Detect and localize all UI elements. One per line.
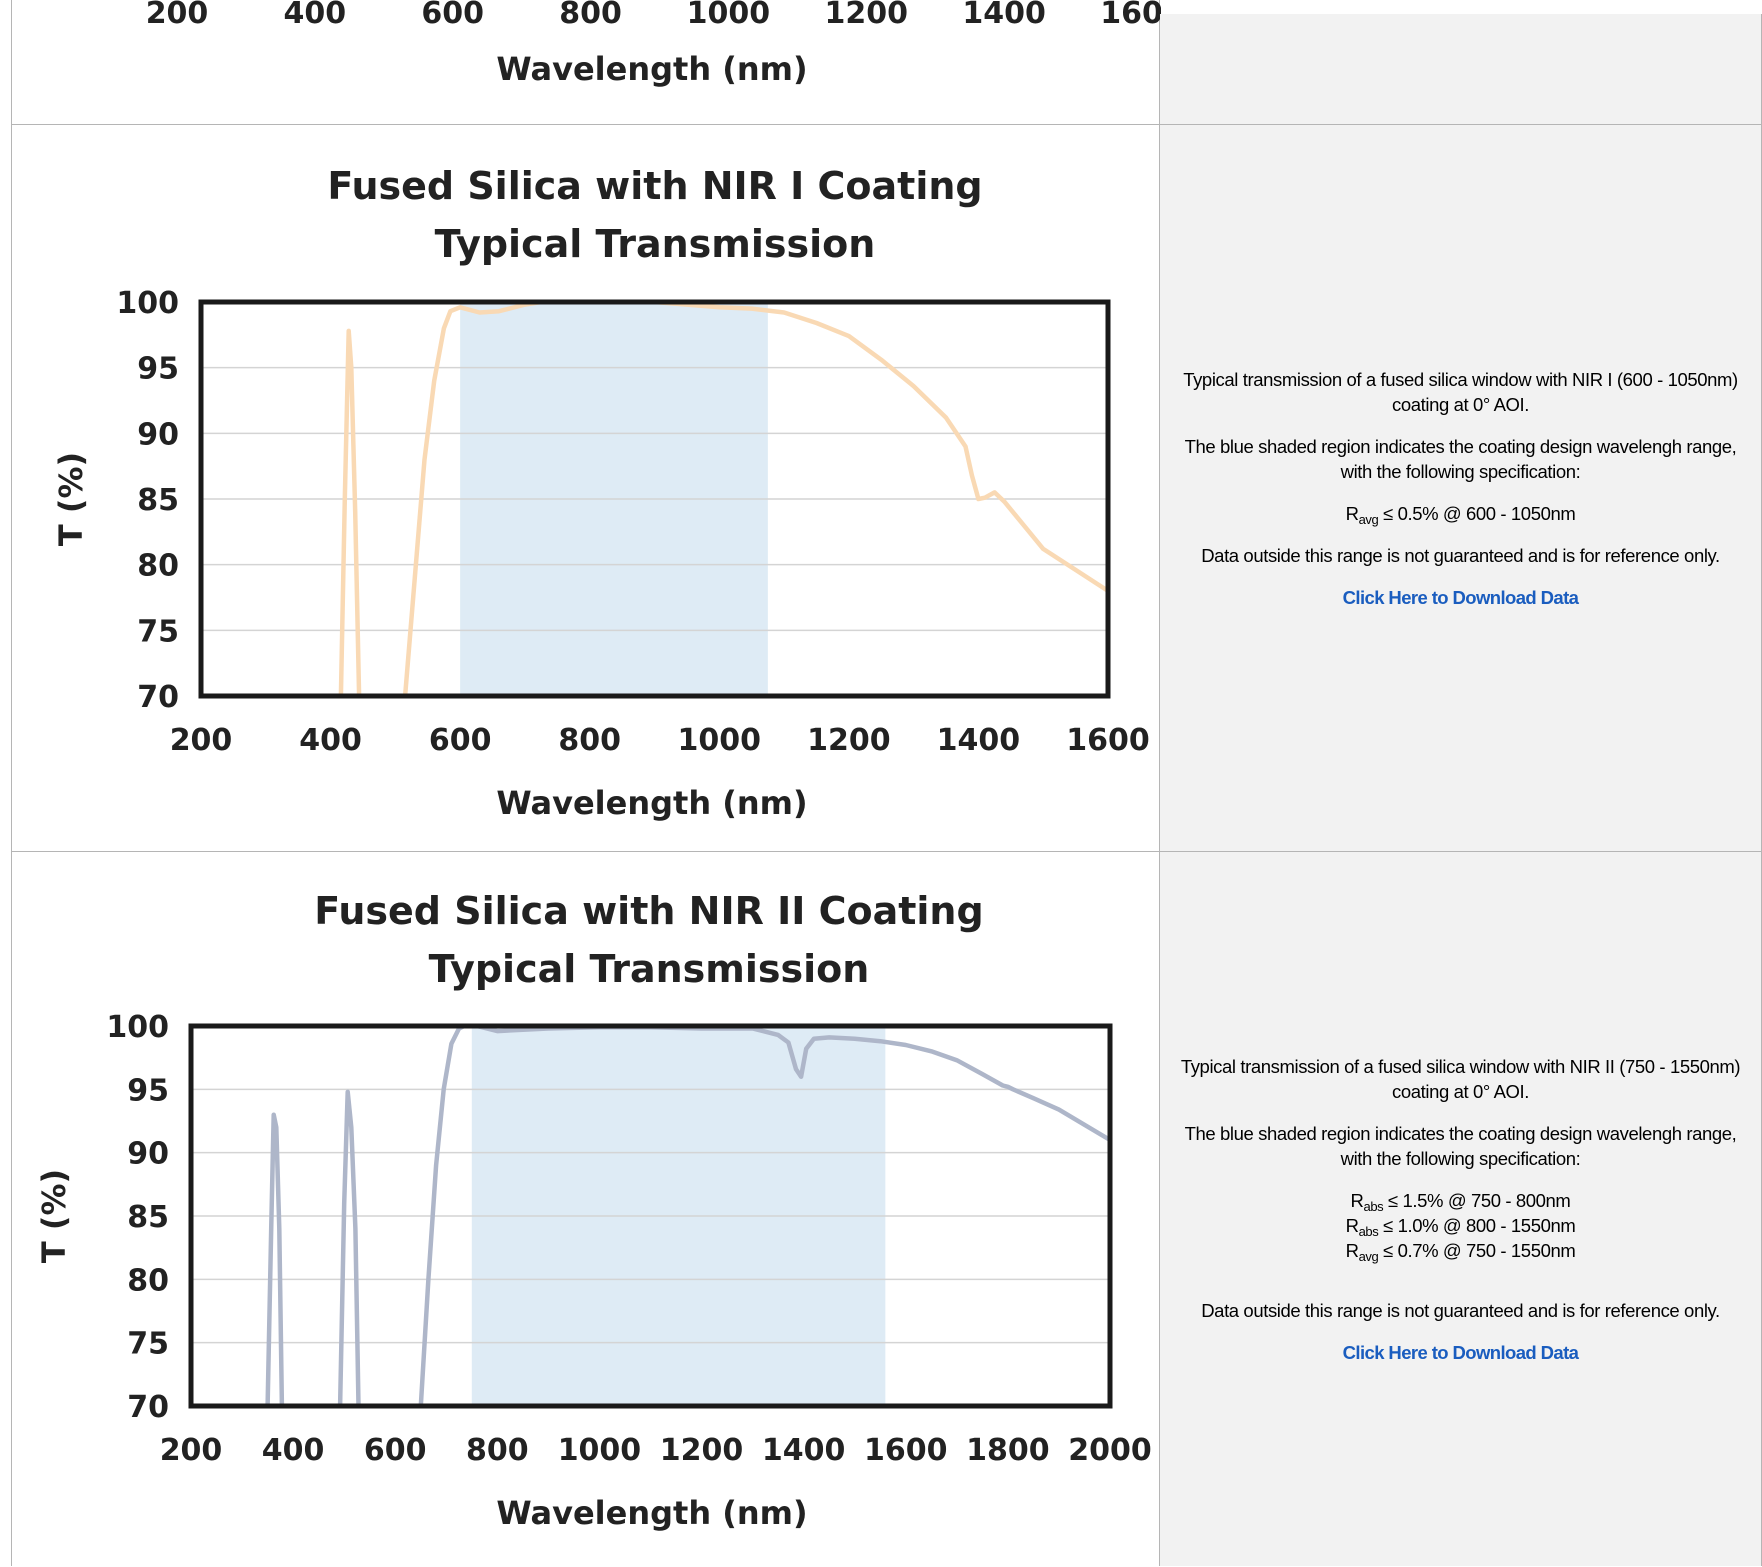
table-row: 200 400 600 800 1000 1200 1400 1600 Wavelength (… [11,0,1762,125]
x-tick-label: 800 [558,723,621,758]
x-tick-label: 1400 [762,1433,846,1468]
x-tick-label: 400 [284,0,347,31]
y-tick-label: 95 [137,352,179,387]
plot-frame [188,1023,1113,1409]
y-tick-label: 95 [127,1073,169,1108]
download-data-link[interactable]: Click Here to Download Data [1342,1341,1579,1363]
shaded-region-note: The blue shaded region indicates the coa… [1184,435,1737,482]
x-tick-label: 600 [421,0,484,31]
transmission-line [337,1089,361,1406]
x-tick-label: 1600 [1100,0,1161,31]
chart-nir-ii: Fused Silica with NIR II Coating Typical … [35,889,1152,1532]
x-tick-label: 200 [146,0,209,31]
y-tick-label: 70 [137,680,179,715]
chart-title: Typical Transmission [429,947,870,991]
transmission-line [402,302,1108,696]
x-tick-label: 200 [160,1433,223,1468]
transmission-line [265,1112,285,1406]
y-tick-label: 75 [137,614,179,649]
plot-frame [198,299,1111,699]
specification-list: Rabs ≤ 1.5% @ 750 - 800nm Rabs ≤ 1.0% @ … [1346,1188,1576,1263]
description-text: Typical transmission of a fused silica w… [1180,1055,1741,1102]
y-tick-label: 100 [116,286,179,321]
y-tick-label: 90 [137,417,179,452]
chart-cell: Fused Silica with NIR II Coating Typical … [11,852,1160,1566]
download-data-link[interactable]: Click Here to Download Data [1342,586,1579,608]
x-tick-label: 1400 [937,723,1021,758]
y-tick-label: 85 [137,483,179,518]
spec-line: Ravg ≤ 0.7% @ 750 - 1550nm [1345,1239,1576,1264]
chart-partial: 200 400 600 800 1000 1200 1400 1600 Wavelength (… [146,0,1161,88]
description-cell [1160,14,1762,125]
description-text: Typical transmission of a fused silica w… [1183,368,1738,415]
chart-title: Typical Transmission [435,222,876,266]
x-tick-label: 1400 [962,0,1046,31]
x-tick-label: 1000 [558,1433,642,1468]
chart-cell: 200 400 600 800 1000 1200 1400 1600 Wavelength (… [11,0,1161,125]
x-tick-label: 200 [170,723,233,758]
x-tick-label: 1000 [678,723,762,758]
y-tick-label: 85 [127,1200,169,1235]
table-row: Fused Silica with NIR I Coating Typical T… [11,124,1762,851]
transmission-line [338,328,362,696]
x-axis-label: Wavelength (nm) [496,784,807,822]
y-tick-label: 90 [127,1137,169,1172]
y-tick-label: 80 [137,549,179,584]
shaded-region-note: The blue shaded region indicates the coa… [1184,1122,1737,1169]
x-tick-label: 1600 [864,1433,948,1468]
disclaimer-text: Data outside this range is not guarantee… [1201,1299,1720,1321]
x-tick-label: 400 [262,1433,325,1468]
chart-title: Fused Silica with NIR II Coating [314,889,983,933]
x-axis-label: Wavelength (nm) [496,50,807,88]
spec-line: Rabs ≤ 1.0% @ 800 - 1550nm [1345,1214,1576,1239]
disclaimer-text: Data outside this range is not guarantee… [1201,544,1720,566]
x-tick-label: 1200 [807,723,891,758]
x-tick-label: 1200 [660,1433,744,1468]
description-cell: Typical transmission of a fused silica w… [1160,852,1762,1566]
y-axis-label: T (%) [52,452,90,546]
x-tick-label: 1800 [966,1433,1050,1468]
x-tick-label: 400 [299,723,362,758]
x-axis-label: Wavelength (nm) [496,1494,807,1532]
x-tick-label: 800 [559,0,622,31]
spec-line: Ravg ≤ 0.5% @ 600 - 1050nm [1345,502,1576,527]
description-cell: Typical transmission of a fused silica w… [1160,125,1762,851]
table-row: Fused Silica with NIR II Coating Typical … [11,851,1762,1566]
x-tick-label: 600 [429,723,492,758]
chart-cell: Fused Silica with NIR I Coating Typical T… [11,125,1160,851]
x-tick-label: 1200 [825,0,909,31]
y-tick-label: 100 [106,1010,169,1045]
y-tick-label: 75 [127,1327,169,1362]
x-tick-label: 2000 [1068,1433,1152,1468]
series-group [265,1026,1110,1406]
x-tick-label: 800 [466,1433,529,1468]
chart-title: Fused Silica with NIR I Coating [327,164,982,208]
x-tick-label: 1600 [1066,723,1150,758]
series-group [338,302,1108,696]
spec-line: Rabs ≤ 1.5% @ 750 - 800nm [1350,1189,1571,1214]
y-tick-label: 70 [127,1390,169,1425]
transmission-line [418,1026,1110,1406]
x-tick-label: 1000 [687,0,771,31]
y-axis-label: T (%) [35,1169,73,1263]
y-tick-label: 80 [127,1263,169,1298]
chart-nir-i: Fused Silica with NIR I Coating Typical T… [52,164,1150,822]
specification-list: Ravg ≤ 0.5% @ 600 - 1050nm [1346,501,1576,526]
x-tick-label: 600 [364,1433,427,1468]
